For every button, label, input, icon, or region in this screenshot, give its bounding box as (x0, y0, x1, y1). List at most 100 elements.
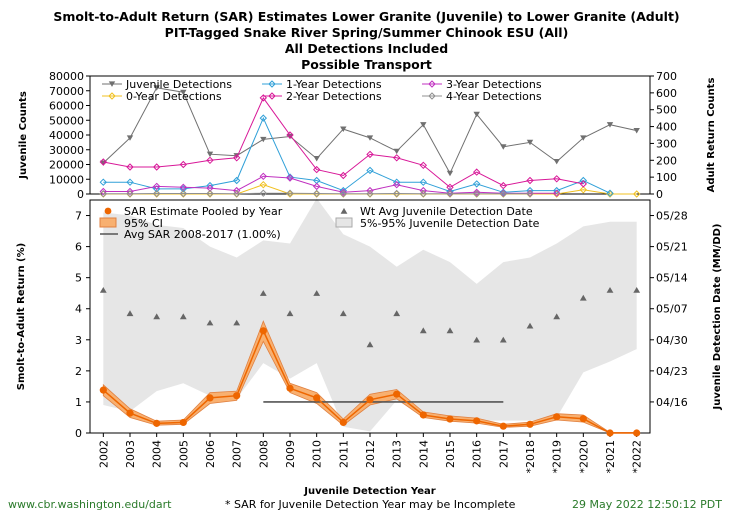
x-tick-label: 2006 (204, 440, 217, 468)
series-point-age1 (126, 178, 134, 186)
x-tick-label: 2011 (337, 440, 350, 468)
bottom-right-tick-label: 05/14 (656, 272, 688, 285)
bottom-right-tick-label: 04/16 (656, 396, 688, 409)
wt-avg-date-marker (286, 310, 294, 317)
juvenile-point (633, 128, 640, 134)
sar-point (126, 409, 134, 417)
wt-avg-date-marker (633, 287, 641, 293)
legend-label-juvenile: Juvenile Detections (125, 78, 232, 91)
series-point-age2 (499, 181, 508, 190)
series-line-age3 (103, 175, 557, 194)
series-point-age4 (99, 189, 108, 198)
legend-marker-age1 (268, 80, 276, 88)
juvenile-point (313, 156, 320, 162)
wt-avg-date-marker (473, 336, 481, 343)
sar-point (553, 413, 561, 421)
x-tick-label: *2020 (577, 440, 590, 474)
bottom-left-tick-label: 1 (75, 396, 82, 409)
sar-point (179, 418, 187, 427)
series-point-age3 (339, 188, 348, 197)
top-left-tick-label: 50000 (49, 114, 84, 127)
chart-title-line2: PIT-Tagged Snake River Spring/Summer Chi… (164, 25, 569, 40)
wt-avg-date-marker (393, 310, 401, 317)
sar-point (286, 384, 294, 392)
x-tick-label: 2004 (151, 440, 164, 468)
sar-point (473, 417, 481, 425)
x-tick-label: 2003 (124, 440, 137, 468)
wt-avg-date-marker (99, 287, 107, 293)
series-point-age1 (286, 173, 294, 181)
bottom-left-tick-label: 0 (75, 427, 82, 440)
legend-ci-label: 95% CI (124, 217, 163, 230)
top-left-tick-label: 10000 (49, 173, 84, 186)
series-point-age3 (126, 187, 134, 196)
series-line-age1 (103, 116, 611, 194)
series-point-age4 (206, 189, 214, 198)
bottom-left-tick-label: 3 (75, 334, 82, 347)
x-tick-label: 2016 (471, 440, 484, 468)
top-left-tick-label: 0 (77, 188, 84, 201)
wt-avg-date-marker (233, 319, 241, 326)
series-point-age4 (366, 189, 374, 198)
series-point-age4 (232, 189, 241, 198)
legend-label-age4: 4-Year Detections (446, 90, 542, 103)
x-tick-label: *2021 (604, 440, 617, 474)
series-point-age2 (366, 150, 374, 159)
legend-label-age2: 2-Year Detections (286, 90, 382, 103)
legend-label-age3: 3-Year Detections (446, 78, 542, 91)
sar-point (99, 386, 107, 394)
juvenile-point (606, 122, 614, 128)
series-point-age2 (552, 175, 561, 183)
top-left-tick-label: 80000 (49, 70, 84, 83)
top-right-tick-label: 300 (656, 137, 677, 150)
legend-ci-swatch (99, 217, 117, 228)
wt-avg-date-marker (206, 319, 214, 326)
series-point-age2 (99, 158, 108, 166)
series-point-age2 (259, 94, 268, 102)
juvenile-point (500, 144, 507, 150)
wt-avg-date-marker (579, 294, 587, 301)
top-left-tick-label: 20000 (49, 159, 84, 172)
series-point-age2 (472, 168, 481, 176)
juvenile-point (473, 111, 480, 118)
top-right-tick-label: 0 (656, 188, 663, 201)
chart-title-line3: All Detections Included (284, 41, 449, 56)
series-point-age4 (152, 189, 161, 198)
series-point-age2 (286, 131, 294, 139)
footer-timestamp: 29 May 2022 12:50:12 PDT (572, 498, 722, 511)
sar-point (526, 420, 534, 428)
series-point-age3 (312, 182, 321, 191)
legend-avg-label: Avg SAR 2008-2017 (1.00%) (124, 228, 281, 241)
footer-source-link[interactable]: www.cbr.washington.edu/dart (8, 498, 172, 511)
top-left-tick-label: 70000 (49, 85, 84, 98)
series-point-age2 (392, 154, 401, 162)
legend-wt-marker (340, 207, 348, 214)
sar-point (366, 396, 374, 404)
series-line-age2 (103, 96, 584, 188)
x-tick-label: *2018 (524, 440, 537, 474)
juvenile-point (446, 170, 454, 177)
legend-sar-marker (104, 207, 112, 215)
x-tick-label: 2014 (417, 440, 430, 468)
series-point-age2 (312, 165, 321, 174)
series-point-age4 (446, 190, 454, 198)
series-point-age0 (606, 190, 614, 198)
series-point-age1 (472, 180, 481, 188)
sar-point (606, 429, 614, 437)
sar-point (446, 415, 454, 423)
bottom-left-tick-label: 2 (75, 365, 82, 378)
juvenile-point (260, 136, 267, 143)
series-point-age2 (152, 163, 161, 171)
x-tick-label: 2015 (444, 440, 457, 468)
juvenile-point (286, 133, 294, 140)
legend-label-age1: 1-Year Detections (286, 78, 382, 91)
top-left-tick-label: 40000 (49, 129, 84, 142)
series-point-age1 (499, 188, 508, 197)
series-point-age2 (579, 180, 588, 188)
series-point-age3 (259, 172, 268, 181)
sar-point (339, 418, 347, 427)
series-point-age0 (632, 190, 641, 198)
juvenile-point (366, 135, 374, 141)
wt-avg-date-marker (259, 290, 267, 296)
sar-point (633, 429, 641, 437)
